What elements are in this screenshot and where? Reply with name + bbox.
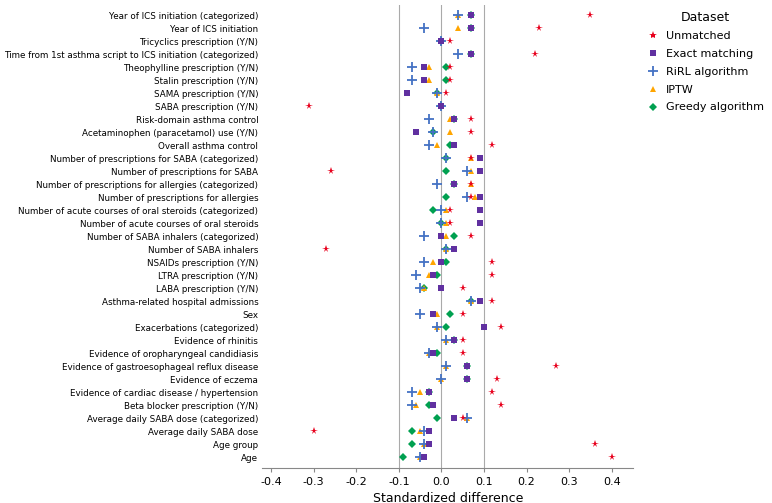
X-axis label: Standardized difference: Standardized difference bbox=[373, 492, 523, 503]
Legend: Unmatched, Exact matching, RiRL algorithm, IPTW, Greedy algorithm: Unmatched, Exact matching, RiRL algorith… bbox=[646, 11, 764, 113]
